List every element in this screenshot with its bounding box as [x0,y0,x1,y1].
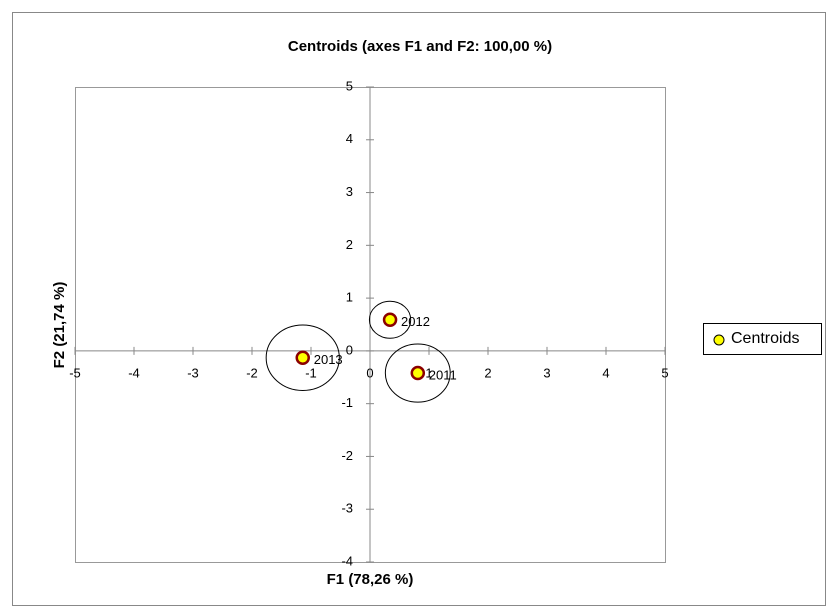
legend-label: Centroids [731,330,799,347]
x-tick-label: 3 [543,365,550,380]
x-tick-label: -1 [305,365,317,380]
x-tick-label: -5 [69,365,81,380]
y-tick-label: 3 [346,184,353,199]
x-tick-label: 0 [366,365,373,380]
x-axis-title: F1 (78,26 %) [327,571,414,588]
y-tick-label: 2 [346,237,353,252]
x-tick-label: 4 [602,365,609,380]
confidence-circle [384,343,451,403]
point [295,350,310,365]
point-label: 2012 [401,314,430,329]
confidence-circle [368,300,412,339]
x-tick-label: -4 [128,365,140,380]
x-tick-label: -2 [246,365,258,380]
point [382,312,398,327]
y-tick-label: -2 [341,448,353,463]
y-tick-label: 5 [346,78,353,93]
y-tick-label: 1 [346,290,353,305]
y-tick-label: 0 [346,342,353,357]
y-tick-label: -3 [341,501,353,516]
chart-frame [12,12,826,606]
chart-title: Centroids (axes F1 and F2: 100,00 %) [288,38,552,55]
y-axis-title: F2 (21,74 %) [51,282,68,369]
x-tick-label: 1 [425,365,432,380]
y-tick-label: -4 [341,553,353,568]
confidence-circle [265,324,340,391]
y-tick-label: -1 [341,395,353,410]
x-tick-label: 5 [661,365,668,380]
point-label: 2013 [314,352,343,367]
x-tick-label: -3 [187,365,199,380]
point-label: 2011 [429,367,457,382]
x-tick-label: 2 [484,365,491,380]
y-tick-label: 4 [346,131,353,146]
legend-marker [713,334,725,346]
point [410,365,426,381]
